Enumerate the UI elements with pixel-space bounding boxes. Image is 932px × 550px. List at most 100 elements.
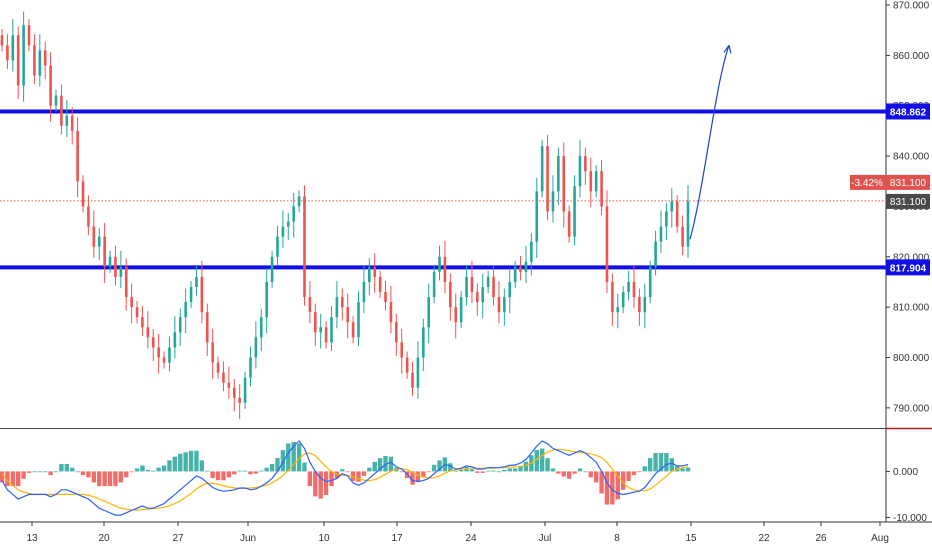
time-tick-label: 8 [614,533,620,544]
candle-body [195,276,198,288]
forecast-arrow-head [723,44,732,54]
macd-histogram-bar [404,471,410,479]
macd-histogram-bar [210,471,215,479]
candle-body [432,271,436,298]
macd-histogram-bar [107,471,113,487]
candle-body [438,256,441,272]
time-tick-label: 20 [98,533,110,544]
macd-histogram-bar [669,458,674,472]
candle-body [81,181,85,207]
candle-body [648,266,652,298]
candle-body [70,115,74,131]
candle-body [297,196,301,207]
time-tick-label: 27 [172,533,184,544]
macd-histogram-bar [518,466,523,472]
candle-body [454,307,458,323]
candle-body [303,196,306,298]
candle-body [0,35,4,46]
macd-histogram-bar [426,471,431,473]
macd-histogram-bar [221,471,226,481]
macd-histogram-bar [361,471,367,476]
macd-histogram-bar [32,471,37,473]
macd-histogram-bar [534,450,539,472]
candle-body [384,292,387,303]
candle-body [578,156,582,187]
macd-histogram-bar [64,464,70,472]
macd-histogram-bar [329,471,334,487]
macd-histogram-bar [248,471,253,475]
candle-body [254,337,258,358]
macd-histogram-bar [491,470,496,472]
candle-body [265,281,268,318]
macd-histogram-bar [507,468,512,472]
candle-body [567,211,571,237]
candle-body [497,297,501,313]
macd-histogram-bar [313,471,318,497]
macd-histogram-bar [161,465,167,472]
candle-body [16,35,20,86]
candle-body [557,156,560,192]
candle-body [443,256,447,282]
candle-body [422,327,425,358]
candle-body [324,327,328,343]
macd-histogram-bar [10,471,16,487]
macd-histogram-bar [124,471,129,478]
candle-body [319,327,322,333]
macd-histogram-bar [102,471,107,487]
candle-body [616,307,620,313]
candle-body [611,281,614,313]
candle-body [584,156,587,172]
candle-body [135,307,139,318]
forecast-arrow-line [689,45,730,240]
macd-histogram-bar [21,471,26,479]
candle-body [654,241,657,267]
macd-histogram-bar [323,471,329,495]
macd-histogram-bar [199,460,205,472]
candle-body [659,226,663,242]
candle-body [621,292,625,308]
macd-histogram-bar [286,443,291,472]
candle-body [276,236,279,257]
macd-histogram-bar [588,471,593,478]
macd-histogram-bar [583,471,588,473]
candle-body [665,211,668,227]
macd-histogram-bar [318,471,323,499]
candle-body [600,171,603,207]
time-tick-label: 15 [685,533,697,544]
macd-histogram-bar [566,471,572,479]
time-tick-label: Aug [871,533,889,544]
candle-body [411,372,414,388]
macd-histogram-bar [53,471,59,473]
macd-histogram-bar [631,471,637,476]
macd-histogram-bar [653,453,658,472]
candle-body [184,302,187,318]
macd-histogram-bar [512,468,518,472]
macd-histogram-bar [269,464,275,472]
candle-body [200,276,204,313]
macd-histogram-bar [172,456,178,472]
candle-body [292,206,295,222]
macd-histogram-bar [188,450,194,472]
macd-histogram-bar [421,471,426,478]
macd-histogram-bar [556,471,561,474]
macd-histogram-bar [637,471,642,473]
macd-histogram-bar [91,471,97,483]
candle-body [670,201,674,212]
macd-histogram-bar [356,471,361,482]
candle-body [103,236,106,267]
candle-body [427,297,431,328]
macd-histogram-bar [523,461,529,472]
macd-histogram-bar [480,471,485,473]
macd-histogram-bar [5,471,10,487]
candle-body [395,322,398,343]
macd-histogram-bar [194,450,199,472]
price-tick-label: 790.000 [893,403,930,414]
candle-body [308,297,312,313]
macd-histogram-bar [291,441,296,472]
candle-body [238,397,241,403]
macd-histogram-bar [626,471,631,481]
candle-body [605,206,609,282]
candle-body [589,171,593,192]
candle-body [535,191,539,242]
